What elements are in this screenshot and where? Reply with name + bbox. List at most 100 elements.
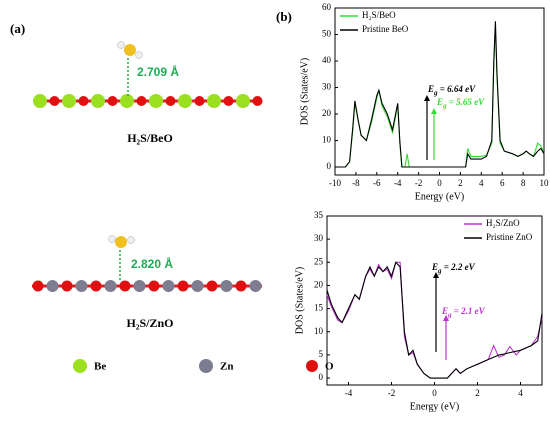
legend-atom: [306, 360, 318, 372]
distance-label: 2.820 Å: [131, 256, 173, 271]
gap-symbol: E: [436, 97, 443, 107]
gap-subscript: g: [442, 102, 447, 110]
panel-label: (a): [10, 21, 25, 36]
x-tick-label: -10: [329, 178, 341, 188]
panel-label: (b): [276, 9, 292, 24]
gap-annotation: Eg = 2.2 eV: [431, 262, 476, 275]
atom: [252, 96, 263, 106]
y-axis-label: DOS (States/eV): [299, 58, 310, 126]
x-tick-label: 8: [521, 178, 526, 188]
y-tick-label: 25: [314, 256, 324, 266]
y-tick-label: 15: [314, 303, 324, 313]
y-tick-label: 5: [319, 349, 324, 359]
legend-label: H₂S/BeO: [362, 10, 396, 20]
x-tick-label: 6: [500, 178, 505, 188]
gap-annotation: Eg = 6.64 eV: [427, 84, 476, 97]
legend-atom: [199, 359, 213, 373]
atom: [206, 280, 218, 292]
legend-label: Zn: [220, 361, 233, 373]
y-tick-label: 10: [314, 326, 324, 336]
atom: [236, 94, 250, 108]
y-tick-label: 30: [322, 82, 332, 92]
atom: [149, 94, 163, 108]
legend-atom: [73, 359, 87, 373]
gap-symbol: E: [431, 262, 438, 272]
x-tick-label: 2: [475, 388, 480, 398]
legend-label: O: [325, 361, 334, 373]
y-tick-label: 20: [314, 280, 324, 290]
beo-structure: [33, 41, 263, 108]
atom: [62, 94, 76, 108]
gap-subscript: g: [447, 311, 452, 319]
legend-label: H₂S/ZnO: [486, 218, 520, 228]
atom: [136, 96, 147, 106]
gap-value: = 6.64 eV: [438, 84, 477, 94]
atom: [165, 96, 176, 106]
x-tick-label: 0: [432, 388, 437, 398]
y-tick-label: 60: [322, 2, 332, 12]
atom: [220, 280, 233, 292]
atom: [91, 94, 105, 108]
x-tick-label: 0: [437, 178, 442, 188]
atom: [33, 94, 47, 108]
structure-title: H₂S/BeO: [127, 131, 173, 145]
x-tick-label: 4: [518, 388, 523, 398]
atom: [46, 280, 59, 292]
atom: [223, 96, 234, 106]
y-tick-label: 50: [322, 29, 332, 39]
atom: [75, 280, 88, 292]
x-tick-label: -4: [345, 388, 353, 398]
atom: [49, 96, 60, 106]
atom: [235, 280, 247, 292]
legend-label: Pristine ZnO: [486, 232, 533, 242]
gap-subscript: g: [437, 267, 442, 275]
atom: [78, 96, 89, 106]
atom: [194, 96, 205, 106]
distance-label: 2.709 Å: [137, 64, 179, 79]
atom: [32, 280, 44, 292]
atom: [249, 280, 262, 292]
gap-arrowhead: [433, 272, 439, 278]
atom: [119, 280, 131, 292]
atom: [133, 280, 146, 292]
x-tick-label: 10: [540, 178, 550, 188]
y-axis-label: DOS (States/eV): [294, 267, 305, 335]
atom: [191, 280, 204, 292]
gap-symbol: E: [441, 306, 448, 316]
gap-arrowhead: [431, 108, 437, 114]
legend-label: Be: [94, 361, 106, 373]
y-tick-label: 0: [327, 161, 332, 171]
y-tick-label: 35: [314, 210, 324, 220]
dos-line: [326, 261, 543, 379]
zno-structure: [32, 235, 262, 292]
atom: [107, 96, 118, 106]
gap-arrowhead: [443, 315, 449, 321]
y-tick-label: 20: [322, 108, 332, 118]
atom: [104, 280, 117, 292]
x-axis-label: Energy (eV): [410, 401, 460, 412]
gap-annotation: Eg = 2.1 eV: [441, 306, 486, 319]
x-tick-label: -8: [352, 178, 360, 188]
gap-arrowhead: [424, 95, 430, 101]
y-tick-label: 30: [314, 233, 324, 243]
y-tick-label: 0: [319, 372, 324, 382]
gap-value: = 2.2 eV: [442, 262, 476, 272]
structure-title: H₂S/ZnO: [127, 316, 174, 330]
atom: [162, 280, 175, 292]
dos-line: [335, 21, 545, 168]
x-tick-label: -2: [415, 178, 423, 188]
gap-value: = 2.1 eV: [452, 306, 486, 316]
gap-value: = 5.65 eV: [447, 97, 486, 107]
gap-annotation: Eg = 5.65 eV: [436, 97, 485, 110]
atom: [177, 280, 189, 292]
gap-subscript: g: [433, 89, 438, 97]
atom: [61, 280, 73, 292]
x-axis-label: Energy (eV): [415, 191, 465, 202]
x-tick-label: -4: [394, 178, 402, 188]
dos-line: [326, 261, 543, 379]
x-tick-label: 4: [479, 178, 484, 188]
atom: [207, 94, 221, 108]
y-tick-label: 10: [322, 135, 332, 145]
atom: [178, 94, 192, 108]
